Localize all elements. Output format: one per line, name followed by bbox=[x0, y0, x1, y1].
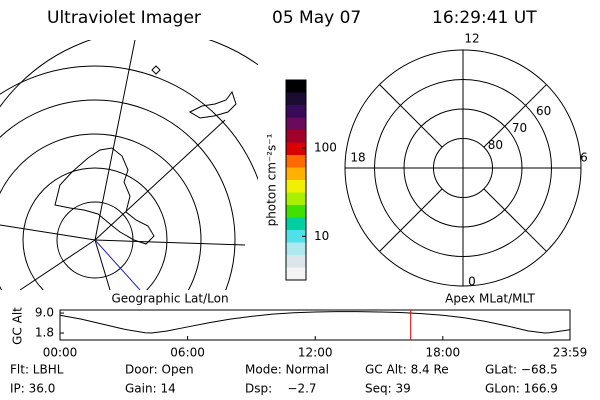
colorbar-tick-label: 10 bbox=[314, 229, 329, 243]
colorbar-segment bbox=[286, 155, 306, 168]
status-field: GLon: 166.9 bbox=[485, 382, 558, 396]
colorbar-segment bbox=[286, 142, 306, 156]
mlat-label: 70 bbox=[512, 121, 527, 135]
x-tick-label: 23:59 bbox=[553, 346, 588, 360]
x-tick-label: 00:00 bbox=[43, 346, 78, 360]
diag-line bbox=[379, 84, 443, 148]
colorbar-segment bbox=[286, 117, 306, 131]
colorbar-segment bbox=[286, 242, 306, 256]
diag-line bbox=[483, 84, 547, 148]
colorbar-segment bbox=[286, 92, 306, 106]
status-field: GC Alt: 8.4 Re bbox=[365, 363, 449, 377]
map-label: Geographic Lat/Lon bbox=[111, 292, 228, 306]
colorbar-tick-label: 100 bbox=[314, 141, 337, 155]
footer: Flt: LBHL Door: Open Mode: Normal GC Alt: 8… bbox=[10, 363, 558, 396]
y-axis-label: GC Alt bbox=[11, 307, 25, 345]
colorbar-segment bbox=[286, 180, 306, 193]
colorbar-label: photon cm⁻²s⁻¹ bbox=[265, 133, 279, 226]
altitude-plot: 1.8 9.0 00:00 06:00 12:00 18:00 23:59 bbox=[35, 306, 587, 360]
colorbar-segment bbox=[286, 80, 306, 93]
polar-label: Apex MLat/MLT bbox=[445, 292, 535, 306]
polar-grid: 80 70 60 0 6 12 18 bbox=[344, 32, 588, 289]
status-field: Flt: LBHL bbox=[10, 363, 64, 377]
mlat-label: 80 bbox=[488, 138, 503, 152]
mlt-label: 6 bbox=[580, 151, 588, 165]
mlt-label: 0 bbox=[468, 275, 476, 289]
colorbar-segment bbox=[286, 167, 306, 181]
mlt-label: 18 bbox=[350, 151, 365, 165]
colorbar-segment bbox=[286, 205, 306, 218]
colorbar-segment bbox=[286, 267, 306, 281]
date: 05 May 07 bbox=[272, 8, 361, 28]
status-field: Door: Open bbox=[125, 363, 194, 377]
title: Ultraviolet Imager bbox=[47, 8, 201, 28]
x-tick-label: 18:00 bbox=[426, 346, 461, 360]
diag-line bbox=[379, 188, 443, 252]
colorbar-segment bbox=[286, 130, 306, 143]
plot-frame bbox=[59, 309, 571, 341]
diag-line bbox=[483, 188, 547, 252]
mlt-label: 12 bbox=[464, 32, 479, 46]
colorbar-segment bbox=[286, 230, 306, 243]
colorbar-segment bbox=[286, 255, 306, 268]
x-tick-label: 12:00 bbox=[298, 346, 333, 360]
time: 16:29:41 UT bbox=[432, 8, 537, 28]
status-field: IP: 36.0 bbox=[10, 382, 55, 396]
x-tick-label: 06:00 bbox=[170, 346, 205, 360]
status-field: Dsp: −2.7 bbox=[245, 382, 317, 396]
status-field: Mode: Normal bbox=[245, 363, 329, 377]
status-field: Seq: 39 bbox=[365, 382, 411, 396]
alt-line bbox=[59, 311, 571, 334]
colorbar-segment bbox=[286, 217, 306, 231]
y-tick-label: 1.8 bbox=[35, 326, 54, 340]
status-field: GLat: −68.5 bbox=[485, 363, 558, 377]
geo-map bbox=[0, 40, 258, 290]
status-field: Gain: 14 bbox=[125, 382, 176, 396]
colorbar: 10 100 bbox=[285, 79, 337, 281]
y-tick-label: 9.0 bbox=[35, 306, 54, 320]
colorbar-segment bbox=[286, 105, 306, 118]
colorbar-frame bbox=[285, 79, 307, 281]
mlat-label: 60 bbox=[536, 104, 551, 118]
colorbar-segment bbox=[286, 192, 306, 206]
